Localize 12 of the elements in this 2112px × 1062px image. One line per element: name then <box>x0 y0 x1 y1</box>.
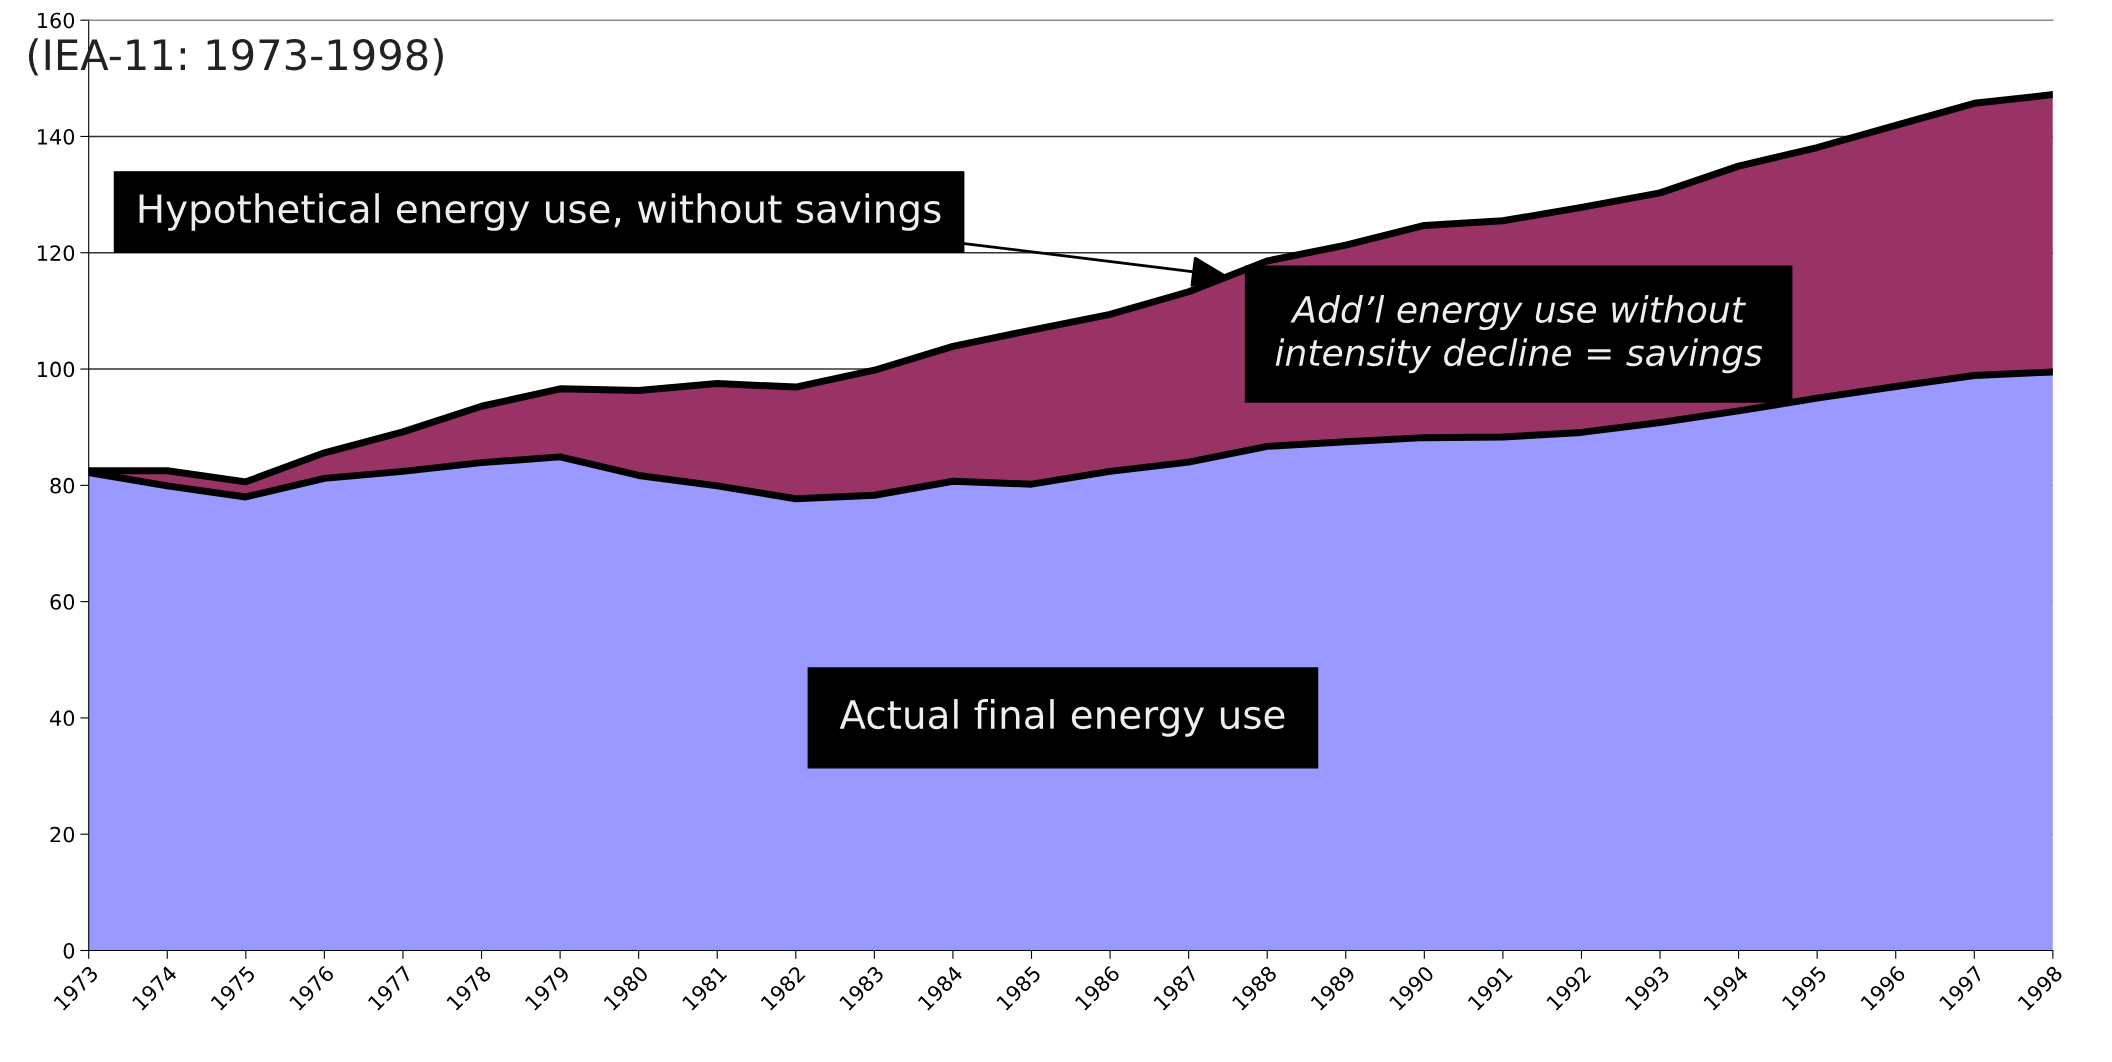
y-tick-label: 40 <box>50 710 75 727</box>
y-tick-label: 160 <box>38 12 75 29</box>
series-label: Actual final energy use <box>839 699 1285 737</box>
y-tick-label: 20 <box>50 826 75 843</box>
y-tick-label: 60 <box>50 594 75 610</box>
y-tick-label: 140 <box>38 128 75 145</box>
series-label: Add’l energy use without intensity decline = savings <box>1275 295 1763 374</box>
y-tick-label: 0 <box>63 942 75 959</box>
y-tick-label: 100 <box>38 361 75 378</box>
y-tick-label: 120 <box>38 245 75 261</box>
y-tick-label: 80 <box>50 477 75 494</box>
annotation: Hypothetical energy use, without savings <box>139 193 941 231</box>
